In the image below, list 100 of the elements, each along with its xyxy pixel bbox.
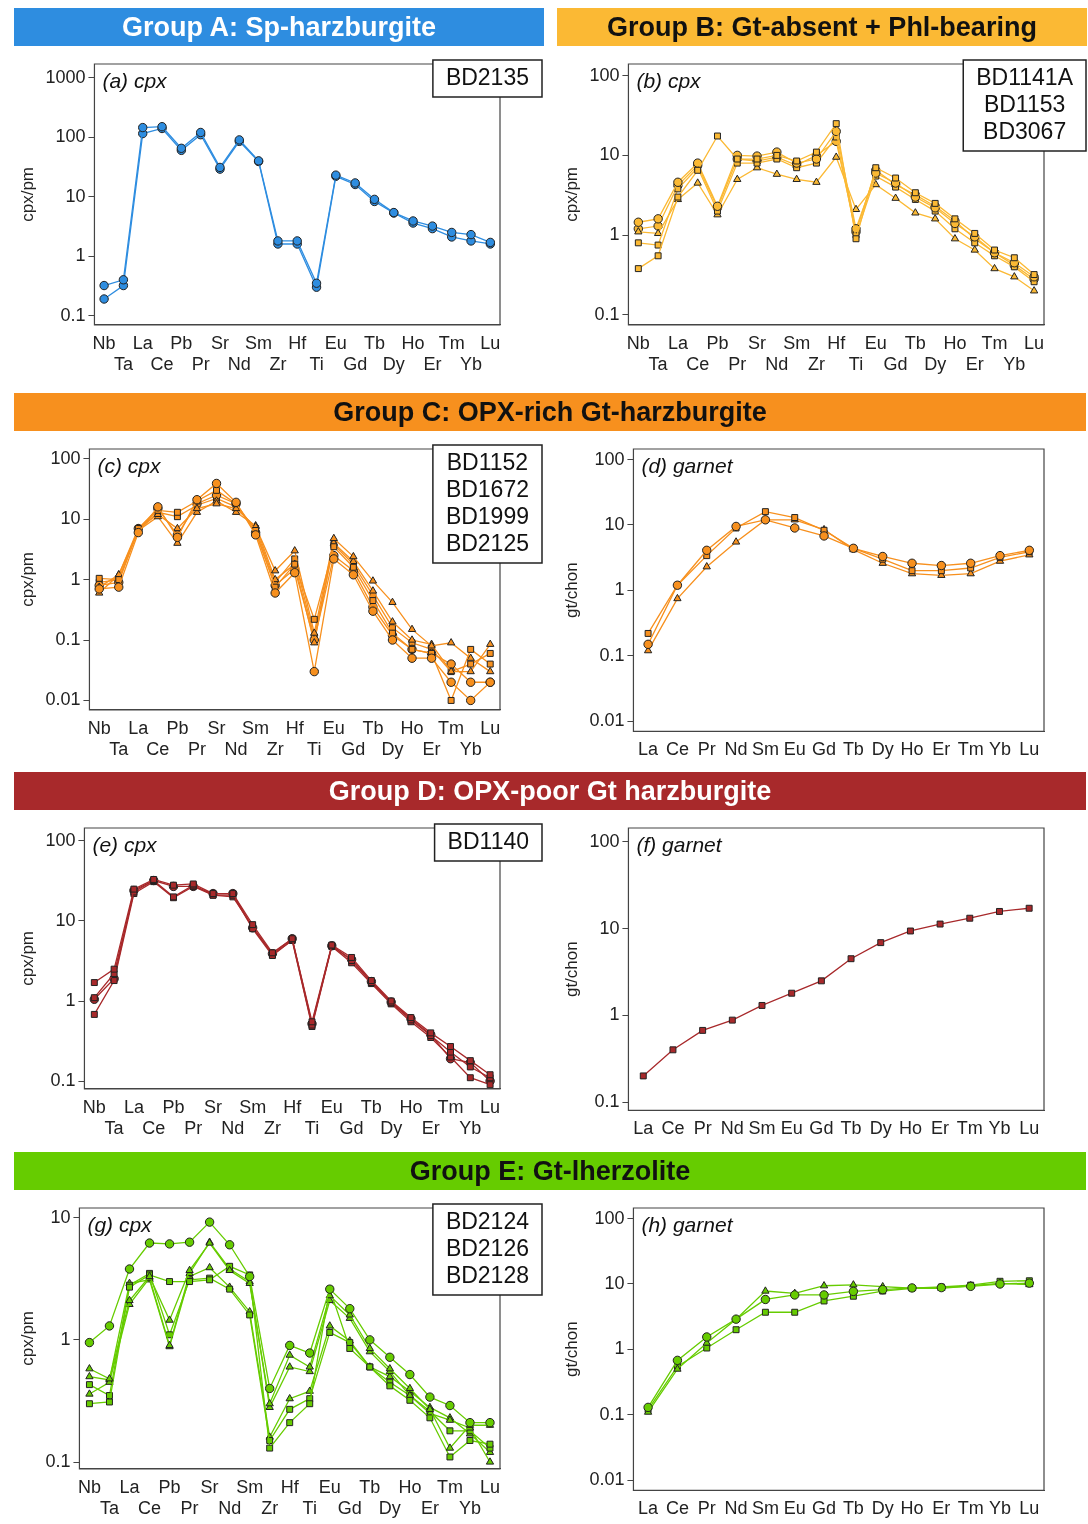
x-tick-label: Dy (380, 1118, 403, 1139)
x-tick-label: Pb (706, 332, 729, 353)
x-tick-label: Yb (1003, 354, 1026, 375)
x-tick-label: Ti (304, 1118, 320, 1139)
x-tick-label: Eu (324, 332, 347, 353)
x-tick-label: Gd (337, 1498, 362, 1519)
x-tick-label: Ce (661, 1118, 685, 1139)
chart-title: (h) garnet (641, 1213, 734, 1237)
x-tick-label: Nd (724, 1498, 748, 1519)
x-tick-label: La (119, 1476, 141, 1497)
x-tick-label: La (132, 332, 154, 353)
y-tick-label: 1 (75, 245, 86, 266)
x-tick-label: La (638, 739, 660, 760)
y-tick-label: 0.1 (45, 1450, 71, 1471)
chart-title: (a) cpx (102, 69, 169, 93)
x-tick-label: Lu (1019, 1498, 1040, 1519)
y-tick-label: 1 (614, 1338, 625, 1359)
x-tick-label: Nd (218, 1498, 242, 1519)
x-tick-label: Ce (686, 354, 710, 375)
y-tick-label: 0.01 (589, 710, 625, 731)
x-tick-label: Eu (864, 332, 887, 353)
x-tick-label: Tb (363, 332, 385, 353)
x-tick-label: Ce (142, 1118, 166, 1139)
x-tick-label: Ce (665, 1498, 689, 1519)
y-tick-label: 10 (604, 1272, 625, 1293)
x-tick-label: Zr (807, 354, 825, 375)
x-tick-label: Lu (1024, 332, 1045, 353)
x-tick-label: Pr (697, 1498, 716, 1519)
x-tick-label: Ho (943, 332, 967, 353)
x-tick-label: Ti (309, 354, 324, 375)
x-tick-label: Pb (162, 1096, 185, 1117)
y-tick-label: 1000 (45, 66, 86, 87)
x-tick-label: Pr (697, 739, 716, 760)
x-tick-label: Er (932, 1498, 951, 1519)
x-tick-label: Ho (898, 1118, 922, 1139)
chart-subtitle: Group C: OPX-rich Gt-harzburgite (14, 393, 1086, 431)
x-tick-label: Pr (184, 1118, 203, 1139)
x-tick-label: Ta (109, 739, 130, 760)
x-tick-label: Hf (285, 717, 305, 738)
x-tick-label: Dy (871, 1498, 894, 1519)
x-tick-label: Eu (320, 1096, 343, 1117)
y-axis-title: cpx/pm (561, 167, 581, 222)
x-tick-label: Yb (459, 1118, 482, 1139)
x-tick-label: Sm (245, 332, 273, 353)
chart-title: (d) garnet (641, 454, 734, 478)
x-tick-label: Yb (989, 739, 1012, 760)
y-axis-title: cpx/pm (17, 931, 37, 986)
x-tick-label: Ti (302, 1498, 317, 1519)
annotation: BD3067 (983, 117, 1067, 144)
chart-title: (f) garnet (636, 833, 723, 857)
x-tick-label: Lu (1019, 1118, 1040, 1139)
x-tick-label: Pb (166, 717, 189, 738)
y-tick-label: 1 (65, 989, 76, 1010)
y-tick-label: 0.1 (50, 1070, 76, 1091)
y-axis-title: gt/chon (561, 562, 581, 619)
x-tick-label: La (667, 332, 689, 353)
x-tick-label: La (123, 1096, 145, 1117)
y-tick-label: 100 (50, 447, 81, 468)
annotation: BD1152 (446, 448, 529, 475)
x-tick-label: Sm (783, 332, 811, 353)
y-tick-label: 0.1 (594, 1090, 620, 1111)
x-tick-label: Tm (437, 1096, 464, 1117)
x-tick-label: Hf (288, 332, 308, 353)
y-tick-label: 10 (599, 144, 620, 165)
chart-subtitle: Group E: Gt-lherzolite (14, 1152, 1086, 1190)
x-tick-label: Sm (751, 739, 779, 760)
y-tick-label: 10 (55, 909, 76, 930)
x-tick-label: Hf (280, 1476, 300, 1497)
x-tick-label: Er (421, 1118, 440, 1139)
y-tick-label: 100 (589, 830, 620, 851)
x-tick-label: Ho (398, 1476, 422, 1497)
x-tick-label: Hf (283, 1096, 303, 1117)
chart-subtitle: Group B: Gt-absent + Phl-bearing (557, 8, 1087, 46)
x-tick-label: Ta (648, 354, 669, 375)
y-tick-label: 100 (45, 829, 76, 850)
x-tick-label: Dy (871, 739, 894, 760)
x-tick-label: Pr (191, 354, 210, 375)
y-tick-label: 1 (614, 579, 625, 600)
x-tick-label: Eu (783, 739, 806, 760)
annotation: BD2125 (445, 529, 529, 556)
x-tick-label: Sr (207, 717, 226, 738)
y-tick-label: 1 (60, 1328, 71, 1349)
x-tick-label: Ho (399, 1096, 423, 1117)
y-tick-label: 100 (589, 64, 620, 85)
y-tick-label: 0.01 (45, 689, 81, 710)
x-tick-label: Nd (224, 739, 248, 760)
x-tick-label: Dy (381, 739, 404, 760)
annotation: BD1141A (976, 63, 1074, 90)
x-tick-label: Sm (751, 1498, 779, 1519)
y-tick-label: 1 (70, 568, 81, 589)
x-tick-label: Dy (924, 354, 947, 375)
x-tick-label: Nb (87, 717, 111, 738)
x-tick-label: Sm (236, 1476, 264, 1497)
annotation: BD1140 (447, 827, 530, 854)
y-tick-label: 0.1 (599, 644, 625, 665)
x-tick-label: Tb (359, 1476, 381, 1497)
annotation: BD2135 (445, 63, 529, 90)
x-tick-label: Tm (957, 1498, 984, 1519)
x-tick-label: Sm (239, 1096, 267, 1117)
y-tick-label: 0.1 (60, 304, 86, 325)
